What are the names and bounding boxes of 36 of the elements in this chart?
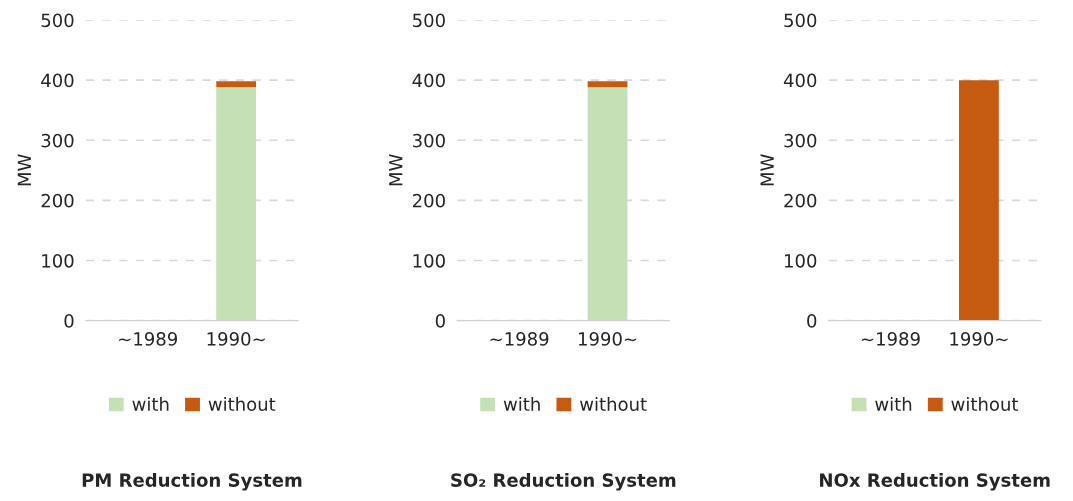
legend-label: without xyxy=(208,397,276,411)
y-tick-label: 500 xyxy=(413,13,445,28)
y-tick-label: 100 xyxy=(785,253,817,268)
y-tick-label: 100 xyxy=(413,253,445,268)
legend-label: with xyxy=(503,397,540,411)
legend-label: without xyxy=(579,397,647,411)
x-tick-label: ~1989 xyxy=(861,332,920,346)
legend-label: with xyxy=(132,397,169,411)
legend-label: without xyxy=(951,397,1019,411)
y-tick-label: 300 xyxy=(41,133,74,148)
y-tick-label: 500 xyxy=(41,13,74,28)
y-tick-label: 400 xyxy=(412,73,445,88)
x-tick-label: 1990~ xyxy=(578,332,637,346)
y-tick-label: 300 xyxy=(784,133,817,148)
text: NOx Reduction System xyxy=(820,472,1050,491)
y-tick-label: 0 xyxy=(435,314,445,328)
y-axis-title: MW xyxy=(389,154,403,186)
x-tick-label: ~1989 xyxy=(490,332,549,346)
legend-label: with xyxy=(875,397,912,411)
x-tick-label: ~1989 xyxy=(119,332,177,346)
y-tick-label: 0 xyxy=(807,314,817,328)
y-tick-label: 100 xyxy=(42,253,74,268)
x-tick-label: 1990~ xyxy=(207,332,265,346)
y-tick-label: 300 xyxy=(413,133,445,148)
y-tick-label: 0 xyxy=(64,314,74,328)
y-tick-label: 200 xyxy=(412,193,445,208)
text: PM Reduction System xyxy=(82,472,302,491)
y-tick-label: 400 xyxy=(41,73,74,88)
y-tick-label: 200 xyxy=(41,193,74,208)
text: SO₂ Reduction System xyxy=(451,472,676,491)
y-tick-label: 400 xyxy=(783,73,817,88)
y-tick-label: 200 xyxy=(784,193,817,208)
y-tick-label: 500 xyxy=(784,13,817,28)
y-axis-title: MW xyxy=(760,154,774,186)
x-tick-label: 1990~ xyxy=(950,332,1008,346)
y-axis-title: MW xyxy=(17,154,31,186)
